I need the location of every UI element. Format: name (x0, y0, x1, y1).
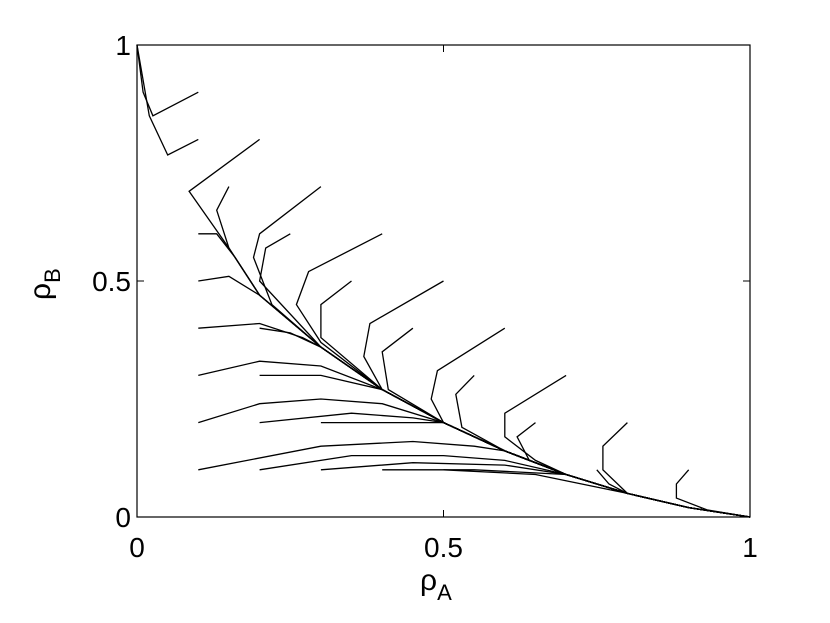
y-tick-label: 0 (115, 502, 131, 533)
y-axis-label: ρB (24, 268, 65, 300)
y-tick-label: 0.5 (92, 266, 131, 297)
trajectory-line (215, 186, 751, 518)
trajectory-line (363, 280, 751, 518)
trajectory-line (320, 280, 751, 518)
x-axis-label-sub: A (437, 580, 452, 605)
trajectory-line (382, 469, 751, 518)
trajectory-line (258, 233, 751, 518)
trajectory-line (675, 469, 751, 518)
trajectory-line (504, 374, 751, 518)
x-axis-label-base: ρ (420, 564, 437, 597)
trajectory-line (443, 469, 751, 518)
trajectory-line (320, 462, 751, 518)
x-tick-label: 0 (129, 532, 145, 563)
x-tick-label: 0.5 (424, 532, 463, 563)
x-axis-label: ρA (420, 564, 452, 605)
trajectory-line (198, 360, 751, 518)
x-tick-label: 1 (742, 532, 758, 563)
trajectory-line (596, 469, 751, 518)
trajectory-line (602, 422, 751, 518)
y-tick-label: 1 (115, 30, 131, 61)
trajectory-line (198, 440, 751, 518)
y-axis-label-base: ρ (24, 283, 57, 300)
trajectory-line (430, 327, 751, 518)
trajectory-line (136, 44, 199, 117)
y-axis-label-sub: B (40, 268, 65, 283)
trajectory-line (516, 422, 751, 518)
trajectory-line (136, 44, 199, 156)
